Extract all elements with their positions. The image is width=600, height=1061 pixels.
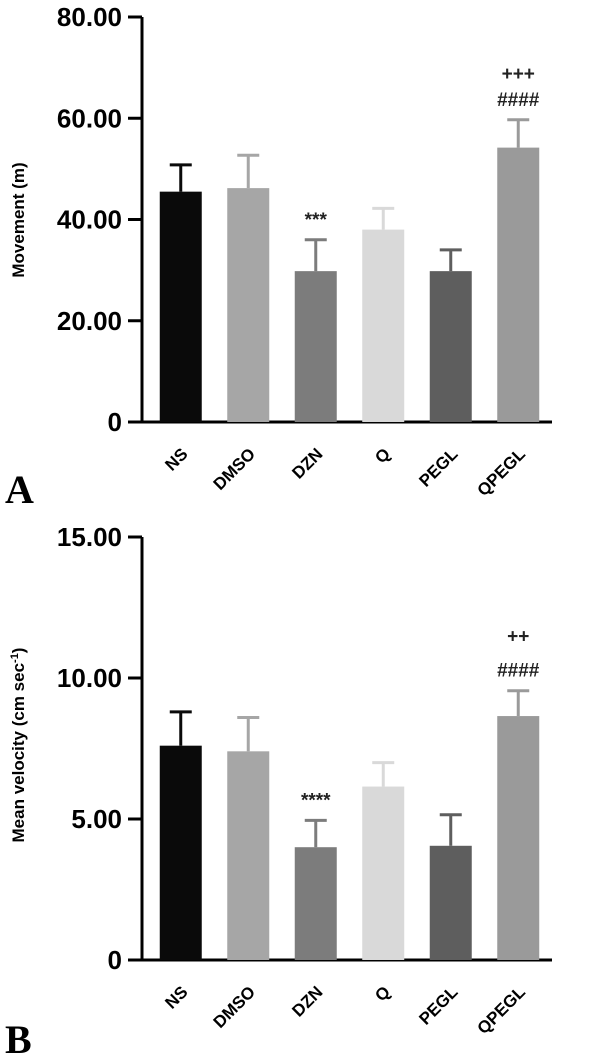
bar-dzn	[294, 847, 337, 960]
x-tick-label: DZN	[288, 444, 326, 482]
x-tick-label: DMSO	[210, 982, 259, 1031]
x-tick-label: DMSO	[210, 444, 259, 493]
panel-label: A	[5, 467, 34, 512]
x-tick-label: NS	[161, 444, 191, 474]
y-tick-label: 10.00	[57, 663, 122, 693]
y-tick-label: 60.00	[57, 103, 122, 133]
significance-label: ####	[497, 661, 540, 682]
bar-qpegl	[497, 716, 540, 960]
x-tick-label: PEGL	[415, 982, 461, 1028]
significance-label: ***	[305, 210, 328, 231]
significance-label: ####	[497, 90, 540, 111]
significance-label: ****	[301, 790, 331, 811]
y-tick-label: 20.00	[57, 306, 122, 336]
bar-dmso	[227, 751, 270, 960]
y-tick-label: 80.00	[57, 2, 122, 32]
x-tick-label: PEGL	[415, 444, 461, 490]
bar-q	[362, 786, 405, 960]
y-tick-label: 15.00	[57, 522, 122, 552]
x-tick-label: NS	[161, 982, 191, 1012]
chart-panel-a: 0 20.00 40.00 60.00 80.00 Movement (m) NS DMSO D…	[5, 2, 552, 512]
y-tick-label: 0	[108, 407, 122, 437]
x-tick-label: DZN	[288, 982, 326, 1020]
x-tick-label: Q	[371, 982, 394, 1005]
bar-pegl	[429, 271, 472, 422]
significance-label: +++	[502, 64, 535, 85]
y-tick-label: 40.00	[57, 205, 122, 235]
x-tick-label: QPEGL	[474, 444, 530, 500]
x-tick-label: QPEGL	[474, 982, 530, 1038]
bar-pegl	[429, 845, 472, 960]
x-tick-label: Q	[371, 444, 394, 467]
bar-qpegl	[497, 147, 540, 423]
bar-dzn	[294, 271, 337, 422]
y-tick-label: 5.00	[71, 804, 122, 834]
chart-panel-b: 0 5.00 10.00 15.00 Mean velocity (cm sec-1) N…	[5, 522, 552, 1061]
bar-q	[362, 229, 405, 422]
bar-ns	[159, 745, 202, 960]
significance-label: ++	[507, 627, 529, 648]
bar-ns	[159, 191, 202, 422]
panel-label: B	[5, 1017, 32, 1061]
y-axis-title: Mean velocity (cm sec-1)	[9, 648, 28, 843]
y-axis-title: Movement (m)	[9, 162, 28, 277]
bar-dmso	[227, 188, 270, 422]
y-tick-label: 0	[108, 945, 122, 975]
